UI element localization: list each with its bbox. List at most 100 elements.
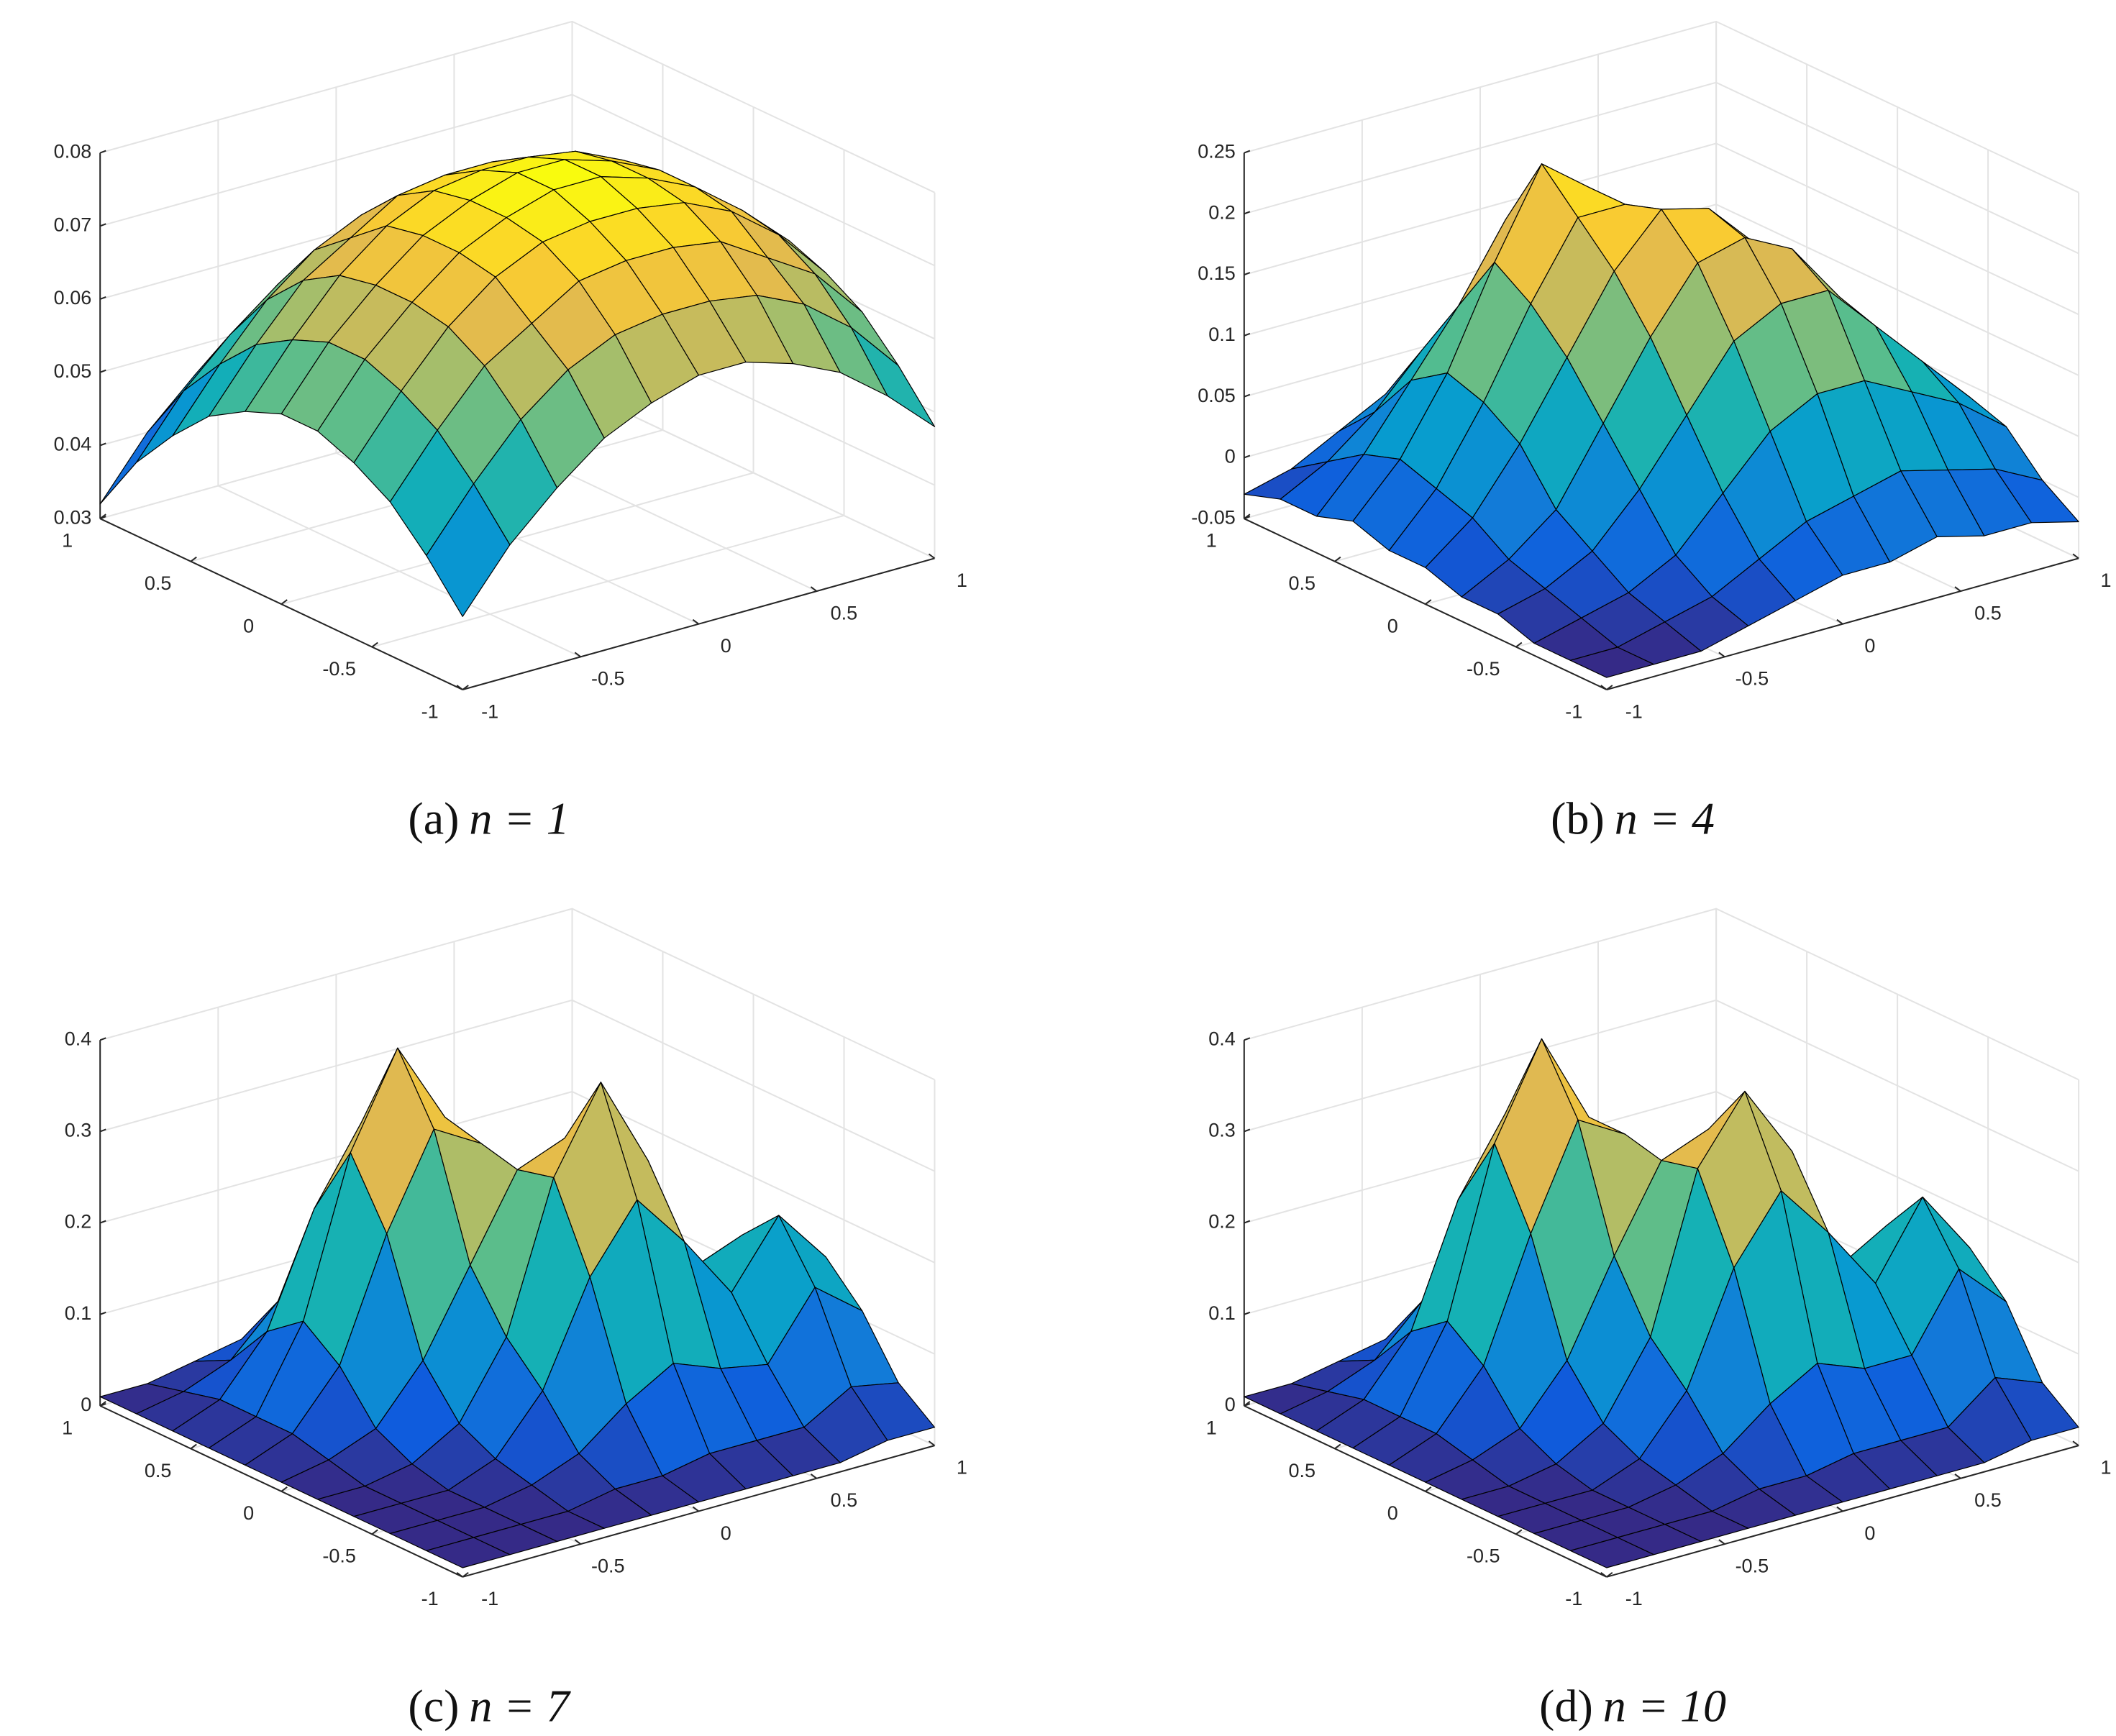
z-tick-label: 0.2 [1208, 1211, 1236, 1233]
y-tick-label: 0 [243, 615, 254, 636]
x-tick-label: 0 [721, 1522, 731, 1544]
y-axis [99, 1404, 463, 1578]
y-tick [371, 1529, 378, 1535]
x-tick-label: 1 [957, 570, 967, 591]
y-tick-label: 0.5 [145, 1460, 172, 1481]
z-tick [1244, 1037, 1251, 1041]
z-tick-label: 0 [1225, 1394, 1236, 1415]
z-tick [1244, 272, 1251, 276]
x-tick-label: -0.5 [591, 1555, 625, 1576]
caption: (d) n = 10 [1539, 1680, 1726, 1731]
x-tick [2072, 1440, 2079, 1446]
caption-equation: n = 1 [469, 792, 569, 844]
z-tick [1244, 332, 1251, 337]
x-tick-label: -1 [481, 700, 498, 722]
z-tick-label: 0.15 [1198, 262, 1236, 284]
z-tick [1244, 1128, 1251, 1133]
z-tick-label: 0.05 [54, 360, 92, 382]
y-tick [1244, 1401, 1251, 1407]
surface-panel: -0.05 0 0.05 0.1 0.15 0.2 0.25 -1 -0.5 0 0.5 1 -1 -0.… [1191, 20, 2112, 844]
y-tick-label: -0.5 [1467, 658, 1500, 680]
x-tick [2072, 553, 2079, 559]
x-tick [1718, 652, 1725, 658]
y-tick [462, 1571, 469, 1578]
caption-equation: n = 10 [1603, 1680, 1726, 1731]
grid-line [99, 908, 935, 1081]
z-tick [99, 296, 106, 300]
caption: (c) n = 7 [408, 1680, 571, 1731]
x-tick-label: -1 [481, 1588, 498, 1609]
x-tick [1954, 586, 1961, 592]
y-tick [99, 1401, 106, 1407]
caption-tag: (c) [408, 1680, 459, 1731]
x-tick-label: 0.5 [831, 1489, 858, 1511]
caption: (b) n = 4 [1551, 792, 1715, 844]
y-tick-label: 0 [243, 1502, 254, 1524]
x-tick [1836, 618, 1843, 625]
z-tick [99, 1220, 106, 1224]
caption-tag: (a) [408, 792, 459, 844]
x-tick [574, 652, 581, 658]
x-tick [692, 618, 699, 625]
x-tick [928, 1440, 936, 1446]
x-tick [574, 1539, 581, 1545]
y-tick-label: -0.5 [322, 1545, 356, 1567]
y-tick [1606, 1571, 1613, 1578]
y-tick-label: -1 [1565, 700, 1582, 722]
x-tick-label: 1 [957, 1457, 967, 1479]
x-tick-label: 0.5 [1974, 1489, 2002, 1511]
z-tick [1244, 1220, 1251, 1224]
y-tick [99, 513, 106, 519]
z-tick [99, 223, 106, 227]
caption-tag: (b) [1551, 792, 1605, 844]
x-tick-label: 1 [2101, 1457, 2112, 1479]
y-tick-label: -1 [421, 1588, 439, 1609]
z-tick-label: 0.06 [54, 287, 92, 309]
caption-equation: n = 7 [469, 1680, 571, 1731]
y-axis [1244, 518, 1607, 690]
caption-tag: (d) [1539, 1680, 1593, 1731]
z-tick [99, 442, 106, 447]
x-axis [1606, 1445, 2079, 1578]
grid-line [1244, 999, 2079, 1172]
y-tick-label: -0.5 [1467, 1545, 1500, 1567]
z-tick-label: 0.1 [65, 1302, 92, 1324]
grid-line [99, 999, 935, 1172]
z-tick-label: -0.05 [1191, 506, 1236, 528]
x-tick-label: -1 [1625, 700, 1643, 722]
z-tick [99, 369, 106, 373]
x-tick [1600, 1571, 1607, 1578]
y-tick [371, 641, 378, 648]
z-tick-label: 0.08 [54, 141, 92, 163]
z-tick-label: 0.1 [1208, 1302, 1236, 1324]
x-tick [456, 1571, 463, 1578]
z-tick [1244, 393, 1251, 398]
y-tick [1334, 1443, 1341, 1450]
x-axis [1606, 557, 2079, 690]
z-tick [1244, 211, 1251, 215]
z-tick-label: 0.07 [54, 214, 92, 235]
grid-line [371, 150, 845, 648]
z-tick-label: 0.1 [1208, 324, 1236, 345]
surface-panel: 0.03 0.04 0.05 0.06 0.07 0.08 -1 -0.5 0 0.5 1 -1 -0.… [54, 20, 967, 844]
z-tick-label: 0.2 [65, 1211, 92, 1233]
x-tick-label: -0.5 [1736, 1555, 1769, 1576]
z-tick-label: 0.2 [1208, 201, 1236, 223]
x-tick-label: 1 [2101, 570, 2112, 591]
y-tick-label: 1 [62, 530, 73, 552]
y-tick-label: -0.5 [322, 658, 356, 680]
surface-patch [426, 1537, 511, 1568]
z-tick-label: 0 [1225, 446, 1236, 467]
y-tick [1425, 1486, 1432, 1492]
x-tick-label: 0.5 [1974, 602, 2002, 623]
z-tick-label: 0.3 [1208, 1120, 1236, 1141]
x-tick-label: 0 [1864, 635, 1875, 657]
y-tick [190, 1443, 197, 1450]
y-tick-label: -1 [421, 700, 439, 722]
y-tick [462, 685, 469, 690]
y-tick [1244, 513, 1251, 519]
y-axis [1244, 1404, 1607, 1578]
caption: (a) n = 1 [408, 792, 569, 844]
x-tick-label: -0.5 [591, 668, 625, 690]
